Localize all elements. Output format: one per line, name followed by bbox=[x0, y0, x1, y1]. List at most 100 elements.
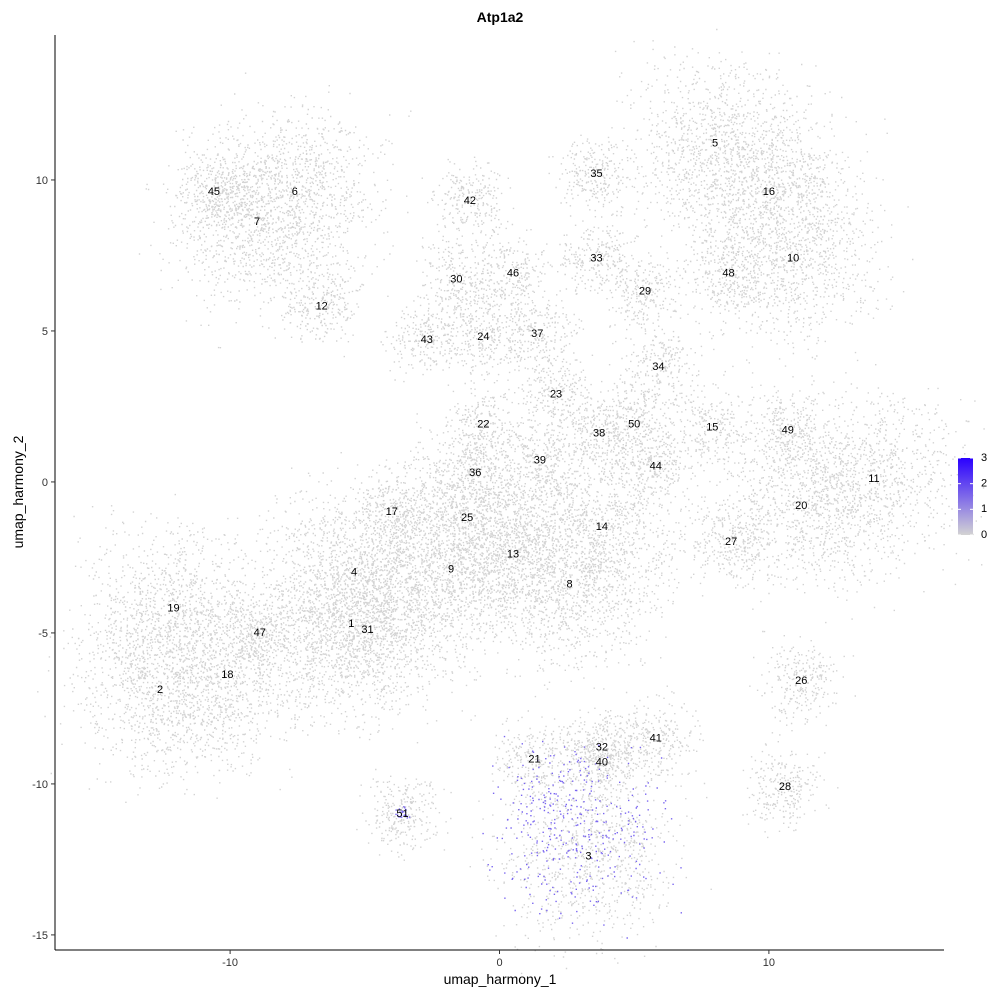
cell-points bbox=[233, 508, 472, 741]
cell-points bbox=[345, 459, 440, 556]
cluster-cloud-22 bbox=[431, 373, 532, 477]
cluster-label-37: 37 bbox=[531, 328, 543, 340]
cluster-label-6: 6 bbox=[292, 186, 298, 198]
y-tick-label: -15 bbox=[32, 930, 48, 942]
cluster-cloud-5 bbox=[598, 28, 831, 258]
cluster-label-39: 39 bbox=[534, 455, 546, 467]
cluster-cloud-42 bbox=[421, 156, 515, 248]
cluster-label-30: 30 bbox=[450, 274, 462, 286]
expressing-points bbox=[500, 744, 600, 838]
cluster-label-45: 45 bbox=[208, 186, 220, 198]
cell-points bbox=[254, 452, 475, 688]
cluster-label-11: 11 bbox=[868, 473, 879, 485]
cluster-cloud-7 bbox=[138, 106, 365, 349]
cell-points bbox=[742, 734, 839, 839]
cluster-label-38: 38 bbox=[593, 428, 605, 440]
y-tick-label: 0 bbox=[42, 477, 48, 489]
cluster-cloud-43 bbox=[380, 295, 471, 383]
cell-points bbox=[356, 768, 452, 861]
cluster-label-12: 12 bbox=[316, 301, 328, 313]
cluster-label-14: 14 bbox=[596, 521, 608, 533]
y-tick-label: -5 bbox=[38, 628, 48, 640]
expressing-cells bbox=[395, 735, 682, 939]
cluster-label-34: 34 bbox=[652, 361, 664, 373]
cluster-label-22: 22 bbox=[477, 418, 489, 430]
cluster-label-31: 31 bbox=[361, 624, 373, 636]
cell-points bbox=[67, 493, 285, 723]
cluster-cloud-23 bbox=[507, 345, 603, 442]
cluster-label-32: 32 bbox=[596, 742, 608, 754]
cell-points bbox=[507, 345, 603, 442]
cluster-label-49: 49 bbox=[782, 425, 794, 437]
cell-points bbox=[548, 127, 647, 217]
x-tick-label: 0 bbox=[496, 957, 502, 969]
cell-points bbox=[380, 295, 471, 383]
cluster-label-1: 1 bbox=[348, 618, 354, 630]
cluster-label-41: 41 bbox=[650, 733, 662, 745]
cluster-label-42: 42 bbox=[464, 195, 476, 207]
cluster-labels: 1234567891011121314151617181920212223242… bbox=[157, 138, 880, 863]
cluster-cloud-35 bbox=[548, 127, 647, 217]
cluster-cloud-49 bbox=[747, 384, 840, 479]
cluster-label-5: 5 bbox=[712, 138, 718, 150]
cluster-cloud-39 bbox=[491, 412, 588, 508]
cluster-label-24: 24 bbox=[477, 331, 489, 343]
cluster-label-29: 29 bbox=[639, 286, 651, 298]
y-axis-label: umap_harmony_2 bbox=[10, 435, 26, 548]
cluster-label-50: 50 bbox=[628, 418, 640, 430]
cluster-cloud-4 bbox=[254, 452, 475, 688]
cell-points bbox=[598, 28, 831, 258]
cluster-cloud-3 bbox=[469, 750, 712, 975]
cluster-cloud-1 bbox=[233, 508, 472, 741]
cell-points bbox=[431, 373, 532, 477]
cluster-cloud-25 bbox=[344, 396, 576, 631]
cluster-label-17: 17 bbox=[386, 506, 398, 518]
cluster-label-2: 2 bbox=[157, 684, 163, 696]
cluster-label-33: 33 bbox=[590, 252, 602, 264]
cell-points bbox=[138, 106, 365, 349]
cell-points bbox=[556, 707, 648, 797]
colorbar-ticks: 0 1 2 3 bbox=[958, 452, 987, 541]
cluster-label-46: 46 bbox=[507, 267, 519, 279]
y-axis-ticks: -15 -10 -5 0 5 10 bbox=[32, 175, 55, 942]
cluster-label-25: 25 bbox=[461, 512, 473, 524]
cluster-label-27: 27 bbox=[725, 536, 737, 548]
cell-points bbox=[469, 750, 712, 975]
cluster-cloud-51 bbox=[356, 768, 452, 861]
cluster-label-43: 43 bbox=[421, 334, 433, 346]
cluster-label-35: 35 bbox=[590, 168, 602, 180]
scatter-points bbox=[37, 28, 985, 975]
cell-points bbox=[491, 412, 588, 508]
cluster-label-16: 16 bbox=[763, 186, 775, 198]
cell-points bbox=[558, 714, 648, 813]
cluster-label-7: 7 bbox=[254, 216, 260, 228]
cluster-cloud-17 bbox=[345, 459, 440, 556]
cluster-label-13: 13 bbox=[507, 548, 519, 560]
cell-points bbox=[747, 384, 840, 479]
x-axis-label: umap_harmony_1 bbox=[444, 971, 557, 987]
cluster-label-9: 9 bbox=[448, 563, 454, 575]
cluster-label-44: 44 bbox=[650, 461, 662, 473]
x-tick-label: -10 bbox=[222, 957, 238, 969]
cluster-cloud-32 bbox=[556, 707, 648, 797]
cluster-cloud-48 bbox=[684, 229, 778, 325]
cell-points bbox=[421, 156, 515, 248]
y-tick-label: -10 bbox=[32, 779, 48, 791]
cluster-label-48: 48 bbox=[722, 267, 734, 279]
cluster-label-4: 4 bbox=[351, 566, 357, 578]
cluster-label-36: 36 bbox=[469, 467, 481, 479]
cell-points bbox=[680, 497, 783, 589]
cluster-label-3: 3 bbox=[585, 850, 591, 862]
cluster-label-40: 40 bbox=[596, 757, 608, 769]
x-tick-label: 10 bbox=[763, 957, 775, 969]
colorbar-tick-label: 1 bbox=[981, 503, 987, 515]
colorbar-tick-label: 0 bbox=[981, 529, 987, 541]
cell-points bbox=[601, 246, 690, 343]
cluster-label-10: 10 bbox=[787, 252, 799, 264]
cluster-label-47: 47 bbox=[254, 627, 266, 639]
cell-points bbox=[684, 229, 778, 325]
cluster-cloud-19 bbox=[67, 493, 285, 723]
colorbar-legend: 0 1 2 3 bbox=[958, 452, 987, 541]
cluster-label-19: 19 bbox=[167, 603, 179, 615]
y-tick-label: 10 bbox=[36, 175, 48, 187]
